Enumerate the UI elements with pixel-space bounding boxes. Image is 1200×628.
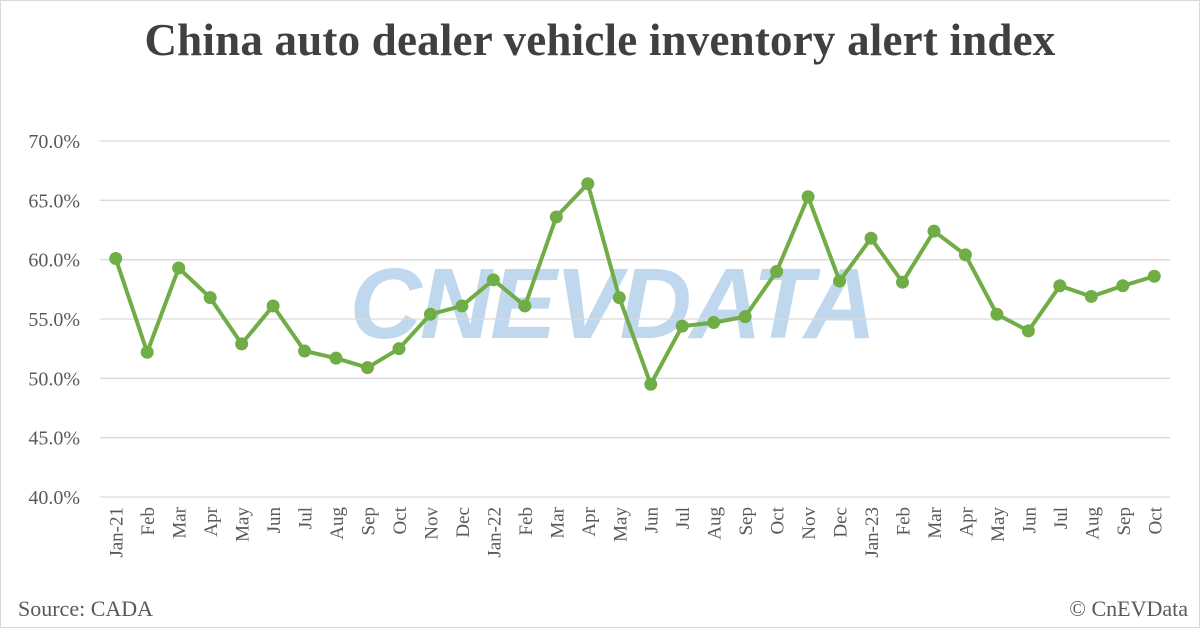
x-tick-label: Jan-21 — [107, 507, 128, 558]
x-tick-label: Jul — [673, 507, 694, 529]
x-tick-label: Aug — [705, 507, 726, 540]
x-tick-label: May — [988, 507, 1009, 542]
data-point — [172, 261, 186, 275]
y-tick-label: 60.0% — [28, 250, 80, 272]
x-tick-label: Apr — [956, 506, 977, 536]
data-point — [644, 377, 658, 391]
data-point — [423, 307, 437, 321]
x-tick-label: Jun — [642, 507, 663, 534]
x-tick-label: Feb — [894, 507, 915, 536]
x-tick-label: Jan-23 — [862, 507, 883, 558]
data-point — [518, 299, 532, 313]
data-point — [266, 299, 280, 313]
x-tick-label: Mar — [547, 506, 568, 538]
data-point — [675, 319, 689, 333]
data-point — [990, 307, 1004, 321]
data-point — [770, 265, 784, 279]
x-tick-label: Oct — [390, 506, 411, 534]
watermark-layer: CNEVDATA — [350, 248, 877, 360]
grid-layer — [100, 140, 1170, 498]
data-point — [738, 310, 752, 324]
x-tick-label: Feb — [138, 507, 159, 536]
data-point — [235, 337, 249, 351]
data-point — [1084, 289, 1098, 303]
data-point — [392, 342, 406, 356]
x-tick-label: May — [233, 507, 254, 542]
x-tick-label: Jul — [296, 507, 317, 529]
x-tick-label: Mar — [170, 506, 191, 538]
chart-title: China auto dealer vehicle inventory aler… — [144, 15, 1056, 65]
x-tick-label: Dec — [453, 507, 474, 538]
data-point — [549, 210, 563, 224]
copyright-note: © CnEVData — [1069, 596, 1188, 621]
y-tick-label: 65.0% — [28, 190, 80, 212]
x-tick-label: Apr — [579, 506, 600, 536]
data-point — [298, 344, 312, 358]
series-line — [113, 181, 1157, 387]
x-axis-ticks: Jan-21 Feb Mar Apr May Jun Jul Aug Sep Oct Nov Dec J… — [107, 506, 1167, 557]
data-point — [864, 231, 878, 245]
data-point — [1147, 269, 1161, 283]
x-tick-label: Oct — [768, 506, 789, 534]
data-point — [958, 248, 972, 262]
x-tick-label: Jul — [1051, 507, 1072, 529]
watermark-text: CNEVDATA — [350, 248, 875, 360]
x-tick-label: Jan-22 — [484, 507, 505, 558]
data-point — [1021, 324, 1035, 338]
data-point — [1053, 279, 1067, 293]
x-tick-label: May — [610, 507, 631, 542]
y-tick-label: 55.0% — [28, 309, 80, 331]
data-point — [801, 190, 815, 204]
data-point — [203, 291, 217, 305]
data-point — [486, 273, 500, 287]
y-tick-label: 40.0% — [28, 487, 80, 509]
x-tick-label: Feb — [516, 507, 537, 536]
data-point — [833, 274, 847, 288]
x-tick-label: Mar — [925, 506, 946, 538]
x-tick-label: Nov — [799, 507, 820, 540]
x-tick-label: Sep — [1114, 507, 1135, 536]
data-point — [109, 251, 123, 265]
y-tick-label: 50.0% — [28, 368, 80, 390]
y-tick-label: 70.0% — [28, 131, 80, 153]
data-point — [361, 361, 374, 375]
data-point — [140, 345, 154, 359]
x-tick-label: Aug — [1082, 507, 1103, 540]
data-point — [329, 351, 343, 365]
y-tick-label: 45.0% — [28, 428, 80, 450]
x-tick-label: Sep — [736, 507, 757, 536]
x-tick-label: Nov — [421, 507, 442, 540]
x-tick-label: Apr — [201, 506, 222, 536]
y-axis-ticks: 40.0% 45.0% 50.0% 55.0% 60.0% 65.0% 70.0% — [28, 131, 80, 509]
data-point — [1116, 279, 1130, 293]
x-tick-label: Dec — [831, 507, 852, 538]
data-point — [581, 177, 595, 191]
x-tick-label: Jun — [1019, 507, 1040, 534]
data-point — [896, 275, 909, 289]
x-tick-label: Oct — [1145, 506, 1166, 534]
data-point — [455, 299, 469, 313]
x-tick-label: Jun — [264, 507, 285, 534]
data-point — [612, 291, 626, 305]
x-tick-label: Sep — [359, 507, 380, 536]
data-point — [707, 316, 721, 330]
series-layer — [109, 177, 1161, 391]
source-note: Source: CADA — [18, 596, 154, 621]
x-tick-label: Aug — [327, 507, 348, 540]
data-point — [927, 224, 941, 238]
